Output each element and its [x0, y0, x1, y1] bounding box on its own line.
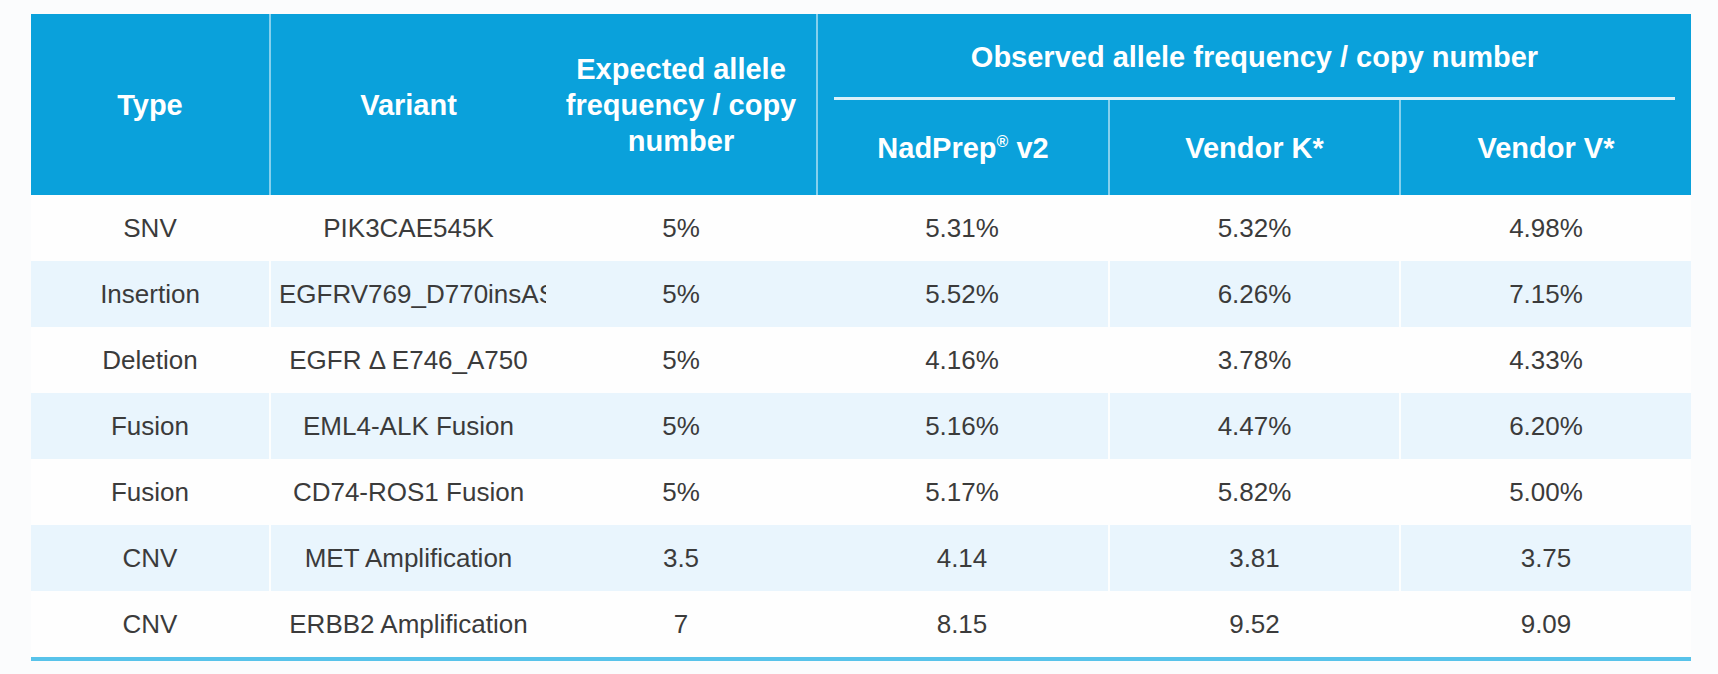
table-row: CNV MET Amplification 3.5 4.14 3.81 3.75 [31, 525, 1691, 591]
cell-type: SNV [31, 195, 269, 261]
cell-nadprep-v2: 4.14 [816, 525, 1108, 591]
cell-type: CNV [31, 525, 269, 591]
table-body: SNV PIK3CAE545K 5% 5.31% 5.32% 4.98% Ins… [31, 195, 1691, 657]
cell-type: Fusion [31, 393, 269, 459]
cell-nadprep-v2: 5.52% [816, 261, 1108, 327]
column-group-header-observed: Observed allele frequency / copy number [816, 14, 1691, 100]
column-header-variant: Variant [269, 14, 546, 195]
table-row: Fusion EML4-ALK Fusion 5% 5.16% 4.47% 6.… [31, 393, 1691, 459]
cell-vendor-v: 4.98% [1399, 195, 1691, 261]
table-row: Fusion CD74-ROS1 Fusion 5% 5.17% 5.82% 5… [31, 459, 1691, 525]
cell-vendor-k: 9.52 [1108, 591, 1399, 657]
cell-vendor-v: 7.15% [1399, 261, 1691, 327]
vendor-k-label: Vendor K* [1185, 132, 1324, 164]
cell-vendor-v: 6.20% [1399, 393, 1691, 459]
cell-nadprep-v2: 4.16% [816, 327, 1108, 393]
cell-vendor-k: 3.78% [1108, 327, 1399, 393]
cell-vendor-v: 9.09 [1399, 591, 1691, 657]
cell-variant: CD74-ROS1 Fusion [269, 459, 546, 525]
column-header-expected: Expected allele frequency / copy number [546, 14, 816, 195]
cell-nadprep-v2: 8.15 [816, 591, 1108, 657]
cell-vendor-k: 5.82% [1108, 459, 1399, 525]
column-header-type: Type [31, 14, 269, 195]
registered-trademark-symbol: ® [997, 133, 1009, 150]
cell-nadprep-v2: 5.17% [816, 459, 1108, 525]
cell-expected: 7 [546, 591, 816, 657]
cell-variant: EML4-ALK Fusion [269, 393, 546, 459]
cell-expected: 5% [546, 459, 816, 525]
page: Type Variant Expected allele frequency /… [0, 0, 1718, 674]
cell-type: Fusion [31, 459, 269, 525]
column-header-nadprep-v2: NadPrep® v2 [816, 100, 1108, 195]
cell-vendor-k: 4.47% [1108, 393, 1399, 459]
allele-frequency-table: Type Variant Expected allele frequency /… [31, 14, 1691, 661]
cell-expected: 5% [546, 327, 816, 393]
table-row: Deletion EGFR Δ E746_A750 5% 4.16% 3.78%… [31, 327, 1691, 393]
cell-type: CNV [31, 591, 269, 657]
cell-expected: 3.5 [546, 525, 816, 591]
cell-expected: 5% [546, 393, 816, 459]
cell-variant: EGFRV769_D770insASV [269, 261, 546, 327]
cell-vendor-v: 5.00% [1399, 459, 1691, 525]
cell-vendor-k: 3.81 [1108, 525, 1399, 591]
cell-vendor-k: 5.32% [1108, 195, 1399, 261]
table-row: SNV PIK3CAE545K 5% 5.31% 5.32% 4.98% [31, 195, 1691, 261]
cell-variant: PIK3CAE545K [269, 195, 546, 261]
cell-nadprep-v2: 5.16% [816, 393, 1108, 459]
nadprep-version-text: v2 [1008, 132, 1048, 164]
cell-variant: EGFR Δ E746_A750 [269, 327, 546, 393]
cell-nadprep-v2: 5.31% [816, 195, 1108, 261]
cell-type: Insertion [31, 261, 269, 327]
cell-variant: MET Amplification [269, 525, 546, 591]
column-header-vendor-v: Vendor V* [1399, 100, 1691, 195]
cell-variant: ERBB2 Amplification [269, 591, 546, 657]
observed-group-label: Observed allele frequency / copy number [971, 41, 1538, 73]
table-row: Insertion EGFRV769_D770insASV 5% 5.52% 6… [31, 261, 1691, 327]
vendor-v-label: Vendor V* [1478, 132, 1615, 164]
cell-expected: 5% [546, 261, 816, 327]
cell-vendor-v: 3.75 [1399, 525, 1691, 591]
table-row: CNV ERBB2 Amplification 7 8.15 9.52 9.09 [31, 591, 1691, 657]
table-header: Type Variant Expected allele frequency /… [31, 14, 1691, 195]
column-header-vendor-k: Vendor K* [1108, 100, 1399, 195]
cell-vendor-k: 6.26% [1108, 261, 1399, 327]
cell-type: Deletion [31, 327, 269, 393]
cell-expected: 5% [546, 195, 816, 261]
nadprep-brand-text: NadPrep [877, 132, 996, 164]
cell-vendor-v: 4.33% [1399, 327, 1691, 393]
